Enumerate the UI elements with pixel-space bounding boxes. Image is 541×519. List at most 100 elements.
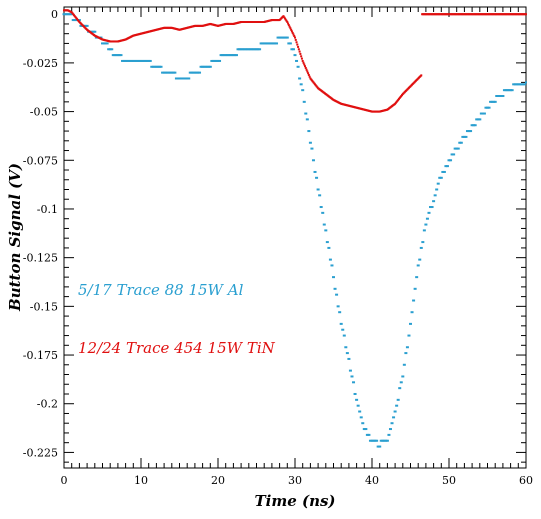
data-point xyxy=(265,42,269,45)
data-point xyxy=(297,48,300,51)
data-point xyxy=(487,106,491,109)
data-point xyxy=(161,71,165,74)
data-point xyxy=(125,59,129,62)
data-point xyxy=(165,71,169,74)
data-point xyxy=(233,54,237,57)
data-point xyxy=(190,71,194,74)
data-point xyxy=(85,24,89,27)
data-point xyxy=(308,141,312,144)
data-point xyxy=(145,59,149,62)
data-point xyxy=(134,59,138,62)
data-point xyxy=(478,118,482,121)
data-point xyxy=(452,153,456,156)
data-point xyxy=(122,59,126,62)
data-point xyxy=(513,83,517,86)
data-point xyxy=(68,13,72,16)
data-point xyxy=(393,410,397,413)
data-point xyxy=(401,375,405,378)
data-point xyxy=(330,264,334,267)
data-point xyxy=(231,54,235,57)
data-point xyxy=(113,54,117,57)
data-point xyxy=(436,182,440,185)
data-point xyxy=(210,59,214,62)
data-point xyxy=(302,100,306,103)
data-point xyxy=(472,124,476,127)
data-point xyxy=(174,77,178,80)
data-point xyxy=(255,48,258,51)
data-point xyxy=(438,176,442,179)
data-point xyxy=(353,392,357,395)
data-point xyxy=(367,433,371,436)
data-point xyxy=(350,375,354,378)
data-point xyxy=(295,41,298,44)
data-point xyxy=(282,15,285,18)
data-point xyxy=(464,135,468,138)
data-point xyxy=(276,36,280,39)
data-point xyxy=(458,141,462,144)
data-point xyxy=(304,65,307,68)
data-point xyxy=(156,65,160,68)
data-point xyxy=(64,13,68,16)
data-point xyxy=(199,65,203,68)
data-point xyxy=(305,68,308,71)
data-point xyxy=(384,439,388,442)
data-point xyxy=(261,42,265,45)
data-point xyxy=(379,439,383,442)
data-point xyxy=(413,287,417,290)
data-point xyxy=(365,433,369,436)
data-point xyxy=(247,48,251,51)
data-point xyxy=(427,211,431,214)
data-point xyxy=(306,70,309,73)
data-point xyxy=(501,95,505,98)
x-tick-label: 10 xyxy=(134,474,148,487)
data-point xyxy=(71,19,75,22)
data-point xyxy=(193,71,197,74)
data-point xyxy=(311,159,315,162)
data-point xyxy=(332,276,335,279)
data-point xyxy=(392,416,396,419)
data-point xyxy=(416,264,420,267)
data-point xyxy=(178,77,181,80)
data-point xyxy=(506,89,510,92)
data-point xyxy=(469,130,473,133)
data-point xyxy=(250,48,254,51)
data-point xyxy=(270,42,274,45)
data-point xyxy=(139,59,143,62)
data-point xyxy=(418,258,422,261)
data-point xyxy=(493,100,497,103)
data-point xyxy=(450,153,454,156)
data-point xyxy=(73,19,77,22)
data-point xyxy=(142,59,146,62)
data-point xyxy=(373,439,377,442)
data-point xyxy=(300,55,303,58)
data-point xyxy=(507,89,511,92)
data-point xyxy=(198,71,202,74)
data-point xyxy=(128,59,132,62)
data-point xyxy=(173,71,177,74)
data-point xyxy=(137,59,141,62)
data-point xyxy=(290,30,293,33)
data-point xyxy=(267,42,271,45)
data-point xyxy=(421,241,425,244)
data-point xyxy=(425,217,429,220)
data-point xyxy=(185,77,189,80)
x-tick-label: 20 xyxy=(211,474,225,487)
data-point xyxy=(224,54,228,57)
y-tick-label: -0.15 xyxy=(30,300,58,313)
data-point xyxy=(382,439,386,442)
data-point xyxy=(182,77,186,80)
data-point xyxy=(449,159,453,162)
data-point xyxy=(347,357,351,360)
y-axis-ticks: 0 -0.025 -0.05 -0.075 -0.1 -0.125 -0.15 -0.175 -… xyxy=(23,8,526,463)
series-1 xyxy=(63,9,527,113)
data-point xyxy=(315,176,319,179)
data-point xyxy=(395,404,399,407)
data-point xyxy=(201,65,205,68)
data-point xyxy=(262,42,266,45)
data-point xyxy=(345,352,349,355)
data-point xyxy=(108,48,112,51)
data-point xyxy=(151,65,155,68)
data-point xyxy=(473,124,477,127)
data-point xyxy=(338,311,342,314)
data-point xyxy=(361,422,365,425)
